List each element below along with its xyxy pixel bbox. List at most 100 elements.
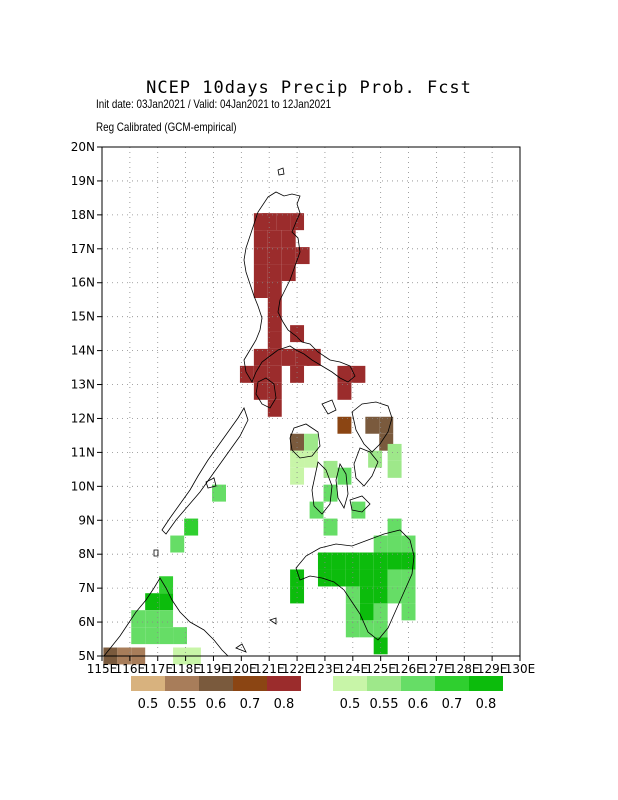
lat-label: 17N [71, 242, 95, 256]
forecast-cell [145, 593, 160, 611]
forecast-cell [387, 552, 402, 570]
forecast-cell [267, 348, 282, 366]
legend-swatch [435, 676, 469, 691]
legend-swatch [469, 676, 503, 691]
forecast-cell [323, 518, 338, 536]
lat-label: 18N [71, 208, 95, 222]
wet-probability-legend: 0.5 0.55 0.6 0.7 0.8 [333, 676, 503, 712]
legend-label: 0.6 [206, 697, 227, 712]
forecast-cell [359, 552, 374, 570]
lat-label: 6N [78, 615, 95, 629]
forecast-cell [131, 610, 146, 628]
forecast-cell [306, 348, 321, 366]
dry-probability-legend: 0.5 0.55 0.6 0.7 0.8 [131, 676, 301, 712]
forecast-cell [131, 627, 146, 645]
forecast-cell [401, 603, 416, 621]
forecast-cell [253, 264, 268, 282]
lon-label: 118E [170, 662, 201, 676]
forecast-cell [145, 610, 160, 628]
forecast-cell [267, 365, 282, 383]
lon-label: 123E [310, 662, 341, 676]
lon-label: 121E [254, 662, 285, 676]
lon-label: 122E [282, 662, 313, 676]
forecast-cell [267, 230, 282, 248]
forecast-cell [337, 467, 352, 485]
lat-label: 13N [71, 378, 95, 392]
lon-label: 117E [142, 662, 173, 676]
forecast-cell [267, 247, 282, 265]
legend-swatch [199, 676, 233, 691]
forecast-cell [379, 416, 394, 434]
forecast-cell [351, 365, 366, 383]
forecast-cell [337, 416, 352, 434]
legend-label: 0.5 [340, 697, 361, 712]
legend-label: 0.6 [408, 697, 429, 712]
forecast-cell [331, 552, 346, 570]
legend-label: 0.8 [274, 697, 295, 712]
forecast-cell [387, 569, 402, 587]
forecast-cell [304, 433, 318, 451]
forecast-cell [281, 230, 296, 248]
forecast-cell [331, 569, 346, 587]
forecast-cell [401, 586, 416, 604]
lat-label: 15N [71, 310, 95, 324]
legend-label: 0.5 [138, 697, 159, 712]
forecast-cell [373, 586, 388, 604]
forecast-cell [387, 443, 402, 461]
forecast-cell [337, 382, 352, 400]
legend-swatch [333, 676, 367, 691]
legend-swatch [367, 676, 401, 691]
forecast-cell [159, 576, 174, 594]
forecast-cells [103, 213, 416, 665]
lon-label: 128E [449, 662, 480, 676]
lat-label: 16N [71, 276, 95, 290]
forecast-cell [267, 314, 282, 332]
legend-label: 0.7 [240, 697, 261, 712]
forecast-cell [184, 518, 199, 536]
forecast-cell [387, 460, 402, 478]
forecast-cell [323, 484, 338, 502]
lon-label: 115E [87, 662, 118, 676]
forecast-cell [401, 552, 416, 570]
forecast-cell [290, 325, 305, 343]
lat-label: 12N [71, 411, 95, 425]
legend-label: 0.55 [370, 697, 399, 712]
forecast-cell [365, 416, 380, 434]
lat-label: 7N [78, 581, 95, 595]
legend-swatch [131, 676, 165, 691]
forecast-cell [295, 247, 310, 265]
forecast-cell [359, 586, 374, 604]
forecast-cell [239, 365, 254, 383]
forecast-cell [290, 467, 305, 485]
forecast-cell [373, 535, 388, 553]
forecast-cell [373, 637, 388, 655]
forecast-cell [290, 365, 305, 383]
forecast-cell [253, 230, 268, 248]
forecast-cell [387, 518, 402, 536]
forecast-cell [345, 586, 360, 604]
lat-label: 20N [71, 140, 95, 154]
forecast-cell [267, 399, 282, 417]
forecast-cell [253, 281, 268, 299]
forecast-cell [373, 603, 388, 621]
forecast-cell [276, 213, 291, 231]
lon-label: 130E [505, 662, 536, 676]
forecast-cell [267, 331, 282, 349]
lat-label: 9N [78, 513, 95, 527]
forecast-cell [290, 450, 305, 468]
forecast-cell [267, 281, 282, 299]
subtitle-method: Reg Calibrated (GCM-empirical) [96, 120, 237, 134]
legend-label: 0.55 [168, 697, 197, 712]
forecast-cell [281, 264, 296, 282]
lat-label: 5N [78, 649, 95, 663]
forecast-cell [253, 213, 268, 231]
forecast-cell [212, 484, 227, 502]
lat-label: 19N [71, 174, 95, 188]
legend-swatch [165, 676, 199, 691]
lon-label: 124E [338, 662, 369, 676]
lon-label: 129E [477, 662, 508, 676]
legend-swatch [401, 676, 435, 691]
forecast-cell [145, 627, 160, 645]
forecast-cell [159, 627, 174, 645]
